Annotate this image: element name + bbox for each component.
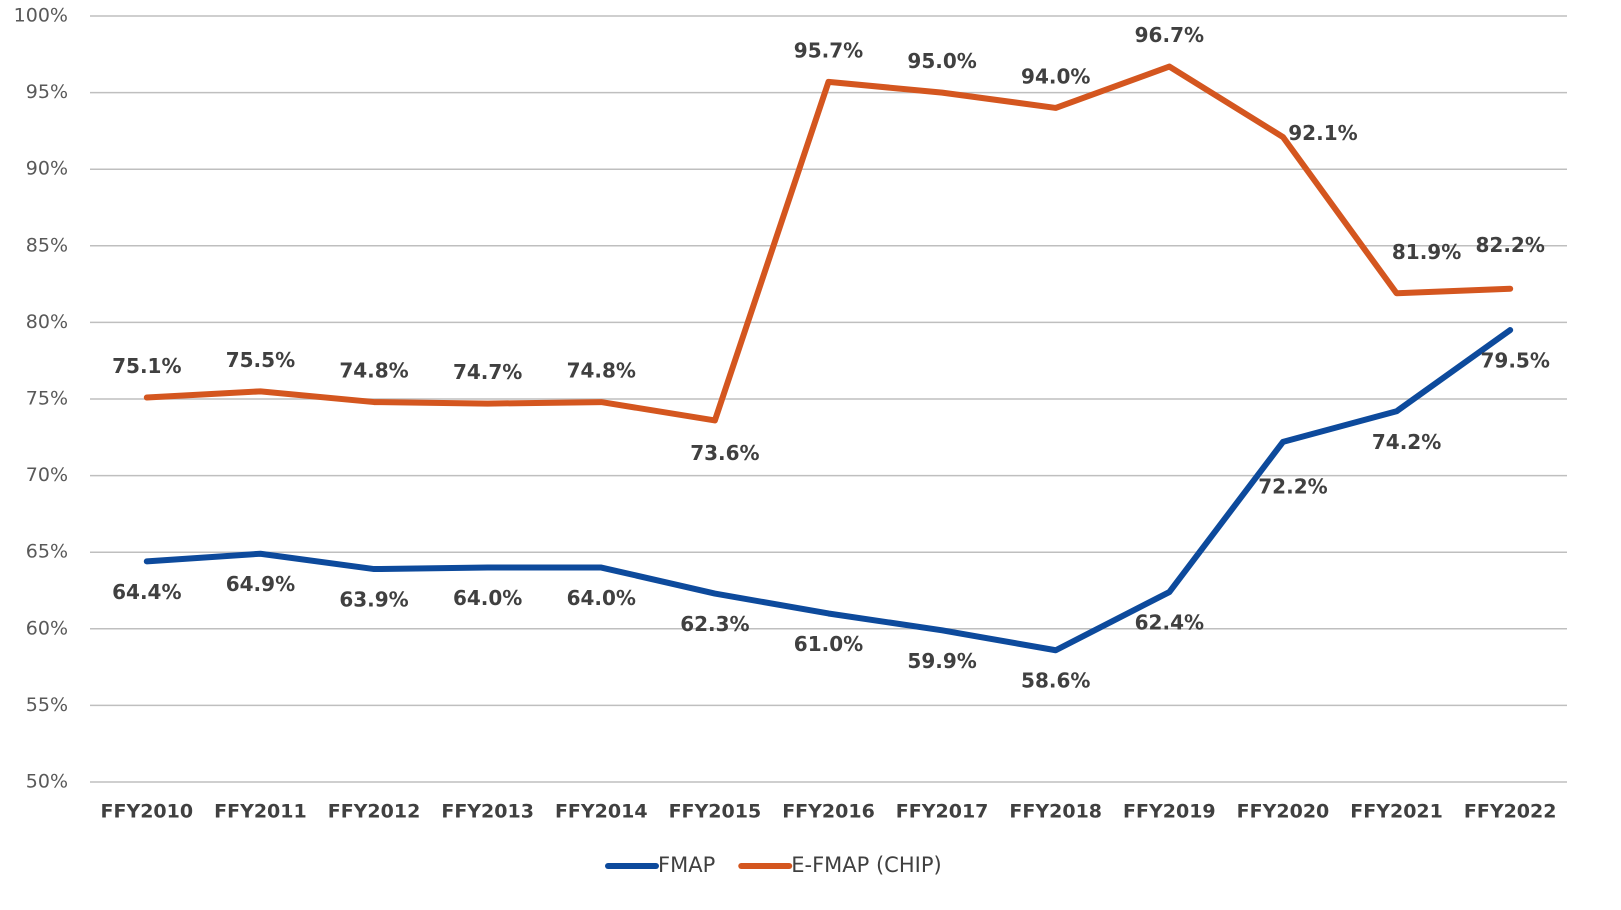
data-label: 63.9%: [339, 588, 408, 612]
y-tick-label: 65%: [26, 541, 68, 563]
y-tick-label: 60%: [26, 617, 68, 639]
data-label: 75.5%: [226, 348, 295, 372]
x-tick-label: FFY2012: [328, 801, 421, 823]
data-label: 61.0%: [794, 632, 863, 656]
x-tick-label: FFY2018: [1009, 801, 1102, 823]
data-label: 74.8%: [567, 359, 636, 383]
x-tick-label: FFY2011: [214, 801, 307, 823]
data-label: 64.0%: [453, 586, 522, 610]
data-label: 95.0%: [907, 49, 976, 73]
data-label: 64.0%: [567, 586, 636, 610]
legend-label: FMAP: [658, 853, 715, 877]
y-tick-label: 100%: [14, 5, 68, 27]
data-label: 73.6%: [690, 441, 759, 465]
data-label: 58.6%: [1021, 669, 1090, 693]
data-label: 81.9%: [1392, 240, 1461, 264]
data-label: 74.2%: [1372, 430, 1441, 454]
x-tick-label: FFY2014: [555, 801, 648, 823]
x-tick-label: FFY2013: [441, 801, 534, 823]
data-label: 62.3%: [680, 612, 749, 636]
x-tick-label: FFY2021: [1350, 801, 1443, 823]
data-label: 96.7%: [1135, 23, 1204, 47]
x-tick-label: FFY2016: [782, 801, 875, 823]
data-label: 94.0%: [1021, 64, 1090, 88]
data-label: 74.7%: [453, 360, 522, 384]
data-label: 82.2%: [1475, 233, 1544, 257]
y-tick-label: 75%: [26, 388, 68, 410]
data-label: 95.7%: [794, 38, 863, 62]
legend-label: E-FMAP (CHIP): [791, 853, 941, 877]
y-tick-label: 70%: [26, 464, 68, 486]
data-label: 62.4%: [1135, 611, 1204, 635]
y-tick-label: 80%: [26, 311, 68, 333]
y-tick-label: 90%: [26, 158, 68, 180]
data-label: 64.4%: [112, 580, 181, 604]
data-label: 64.9%: [226, 572, 295, 596]
x-tick-label: FFY2022: [1464, 801, 1557, 823]
data-label: 92.1%: [1288, 121, 1357, 145]
series-line: [143, 63, 1514, 424]
data-label: 59.9%: [907, 649, 976, 673]
x-tick-label: FFY2020: [1237, 801, 1330, 823]
x-tick-label: FFY2015: [669, 801, 762, 823]
y-tick-label: 55%: [26, 694, 68, 716]
x-tick-label: FFY2010: [101, 801, 194, 823]
y-tick-label: 95%: [26, 81, 68, 103]
data-label: 74.8%: [339, 359, 408, 383]
data-label: 79.5%: [1480, 349, 1549, 373]
x-tick-label: FFY2019: [1123, 801, 1216, 823]
y-tick-label: 50%: [26, 771, 68, 793]
y-tick-label: 85%: [26, 234, 68, 256]
series-line: [143, 327, 1514, 654]
data-label: 72.2%: [1258, 474, 1327, 498]
x-tick-label: FFY2017: [896, 801, 989, 823]
data-label: 75.1%: [112, 354, 181, 378]
